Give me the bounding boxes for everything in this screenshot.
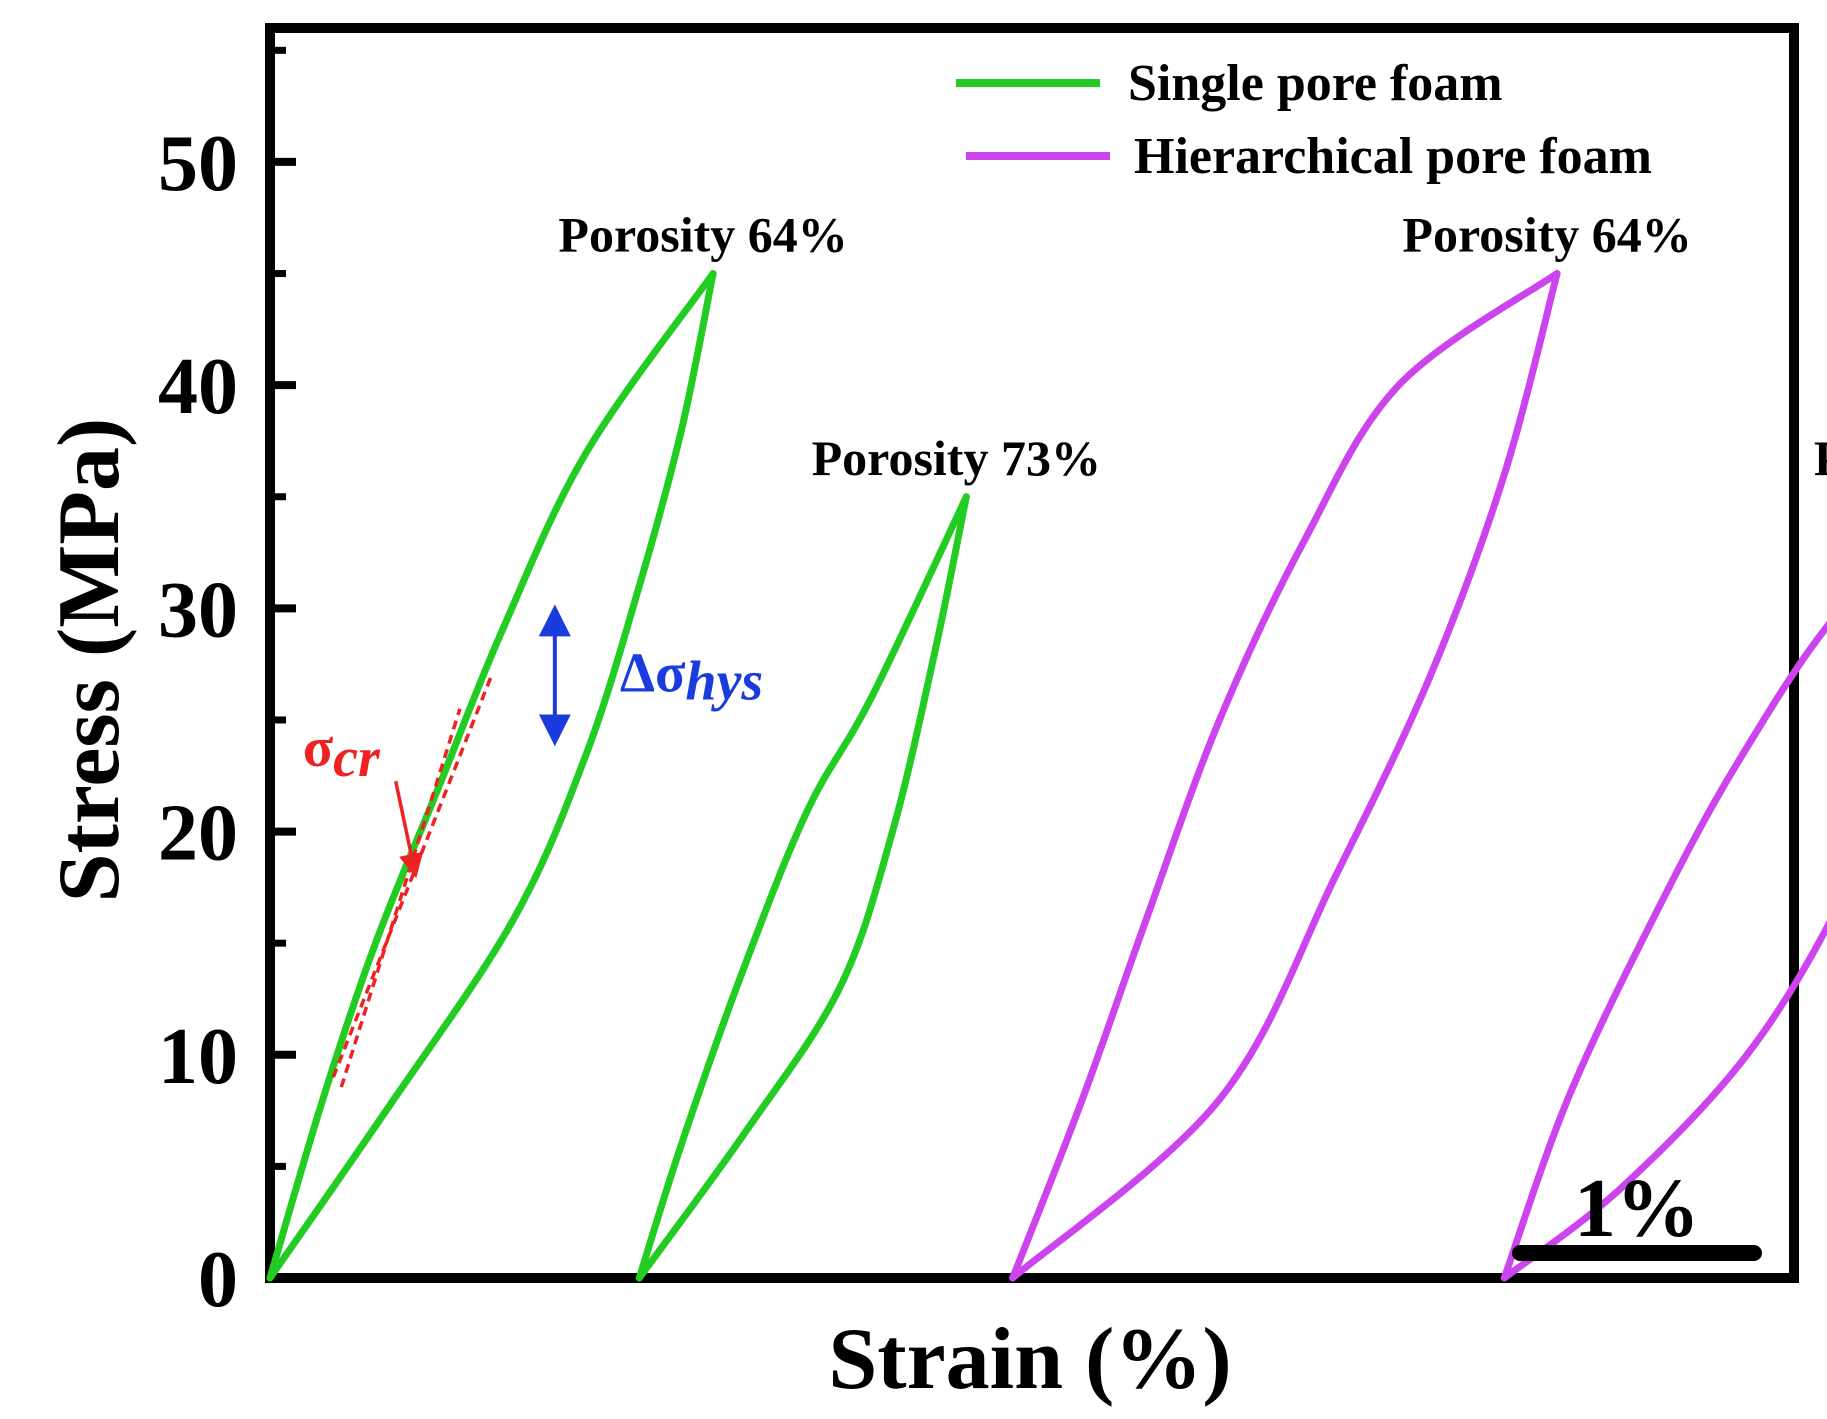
series-1-label: Porosity 73% — [812, 430, 1101, 486]
legend: Single pore foam Hierarchical pore foam — [956, 55, 1652, 185]
hysteresis-label: Δσhys — [620, 642, 763, 712]
y-axis-ticks — [270, 46, 296, 1282]
series-2-label: Porosity 64% — [1402, 207, 1691, 263]
series-2-loading-curve — [1009, 270, 1561, 1282]
critical-arrow — [393, 780, 424, 879]
y-tick-label: 40 — [158, 343, 238, 431]
legend-label-hierarchical: Hierarchical pore foam — [1134, 128, 1652, 185]
x-axis-label: Strain (%) — [828, 1311, 1231, 1408]
y-axis-tick-labels: 0 10 20 30 40 50 — [158, 120, 238, 1324]
scale-bar: 1% — [1512, 1162, 1762, 1261]
series-0-label: Porosity 64% — [558, 207, 847, 263]
y-tick-label: 50 — [158, 120, 238, 208]
series-labels: Porosity 64% Porosity 73% Porosity 64% Poro… — [558, 207, 1827, 486]
series-1-unloading-curve — [635, 493, 970, 1282]
series-0-loading-curve — [266, 270, 717, 1282]
series-3-label: Porosity 73% — [1814, 430, 1827, 486]
y-tick-label: 0 — [198, 1236, 238, 1324]
annotations: Δσhys σcr — [303, 604, 763, 1088]
scale-bar-label: 1% — [1574, 1162, 1700, 1255]
critical-stress-label: σcr — [303, 717, 381, 789]
series-2-unloading-curve — [1009, 270, 1561, 1282]
series-0-unloading-curve — [266, 270, 717, 1282]
y-tick-label: 30 — [158, 566, 238, 654]
critical-tangent-line-2 — [339, 708, 462, 1088]
series-1-loading-curve — [635, 493, 970, 1282]
y-tick-label: 20 — [158, 790, 238, 878]
legend-label-single: Single pore foam — [1128, 55, 1503, 112]
series-curves — [266, 270, 1827, 1282]
series-3-loading-curve — [1500, 621, 1827, 1282]
y-tick-label: 10 — [158, 1013, 238, 1101]
series-3-unloading-curve — [1500, 919, 1827, 1282]
y-axis-label: Stress (MPa) — [41, 418, 138, 903]
plot-frame — [265, 23, 1799, 1283]
